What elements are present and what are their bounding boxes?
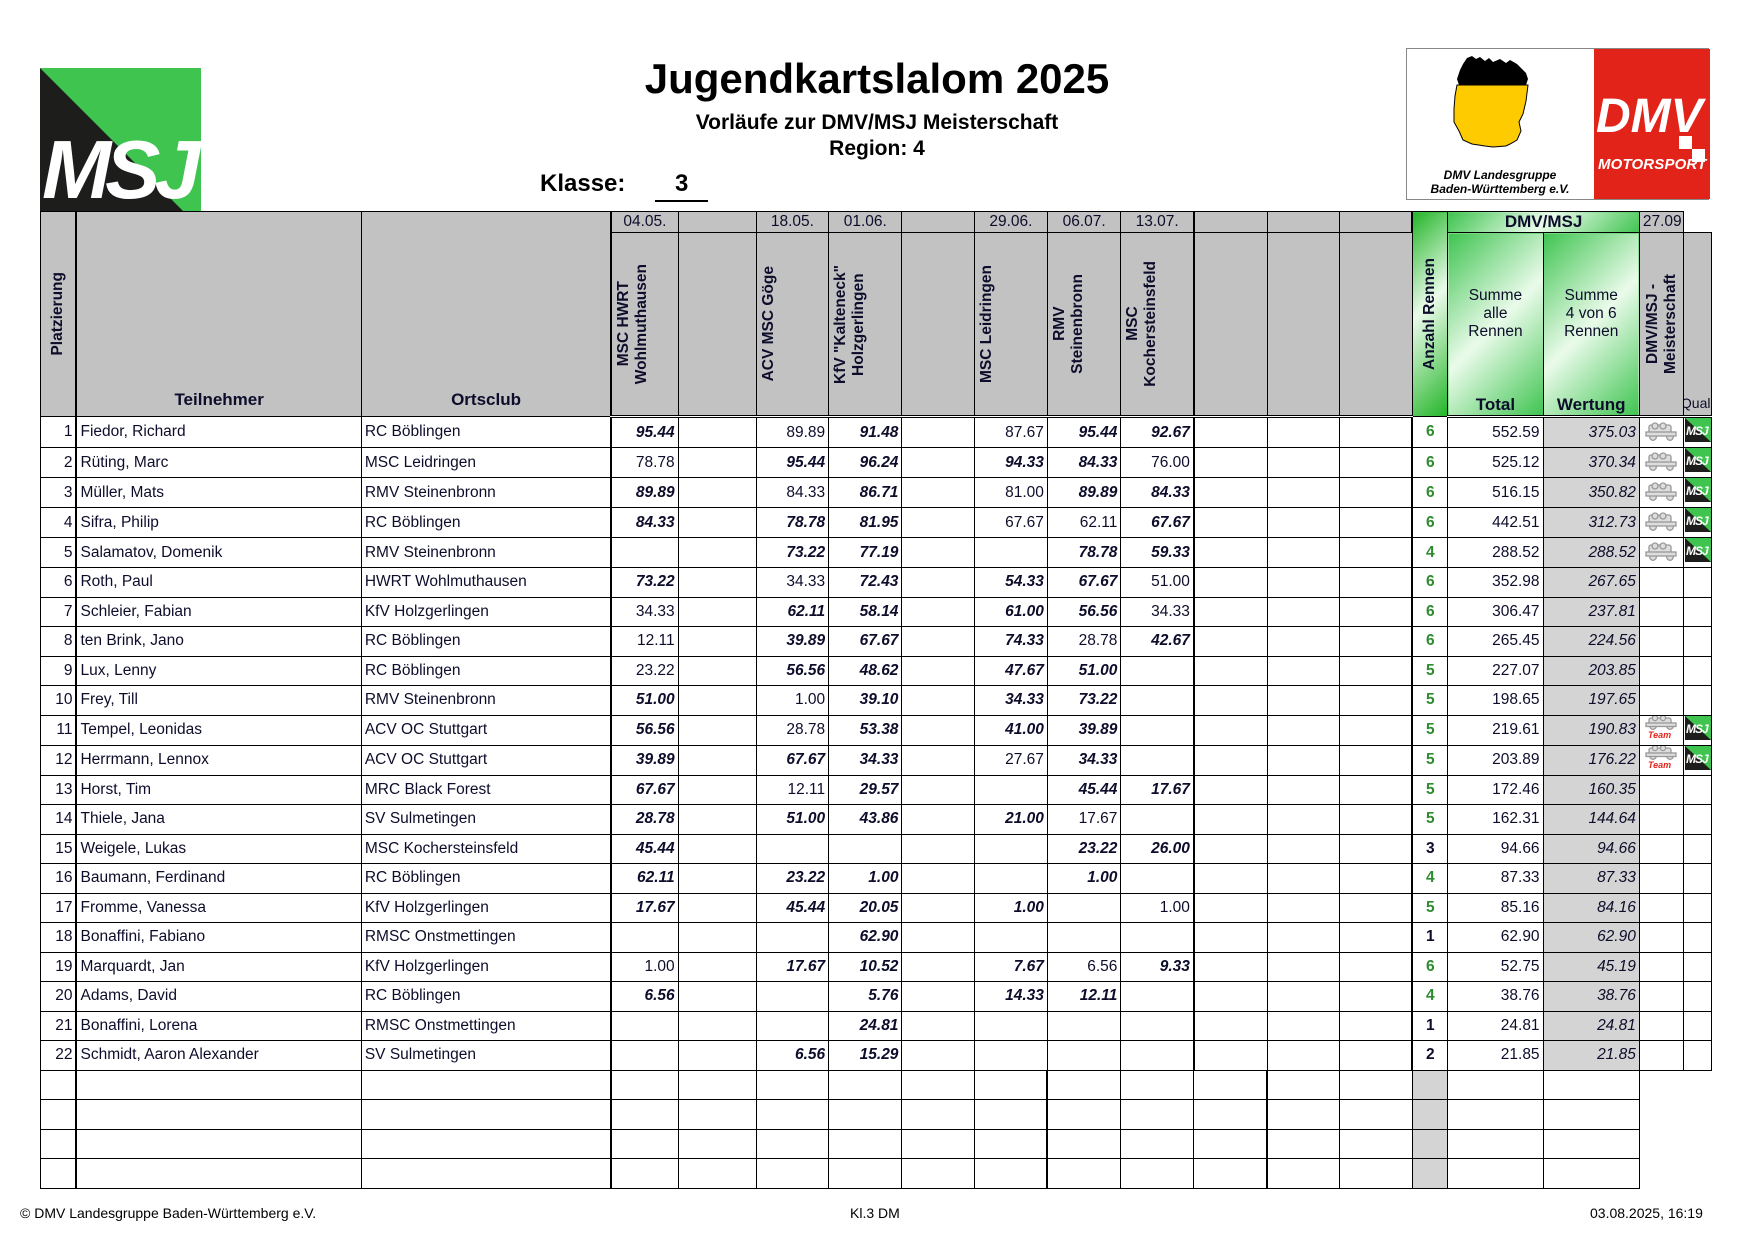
svg-text:MSJ: MSJ xyxy=(1686,722,1709,736)
svg-text:MOTORSPORT: MOTORSPORT xyxy=(1598,156,1708,173)
svg-text:MSJ: MSJ xyxy=(1686,544,1709,558)
svg-text:MSJ: MSJ xyxy=(1686,484,1709,498)
svg-text:MSJ: MSJ xyxy=(1686,514,1709,528)
svg-text:DMV Landesgruppe: DMV Landesgruppe xyxy=(1444,168,1557,182)
svg-text:MSJ: MSJ xyxy=(1686,454,1709,468)
svg-text:DMV: DMV xyxy=(1596,90,1707,143)
svg-text:MSJ: MSJ xyxy=(1686,424,1709,438)
svg-text:Team: Team xyxy=(1648,730,1671,740)
svg-text:MSJ: MSJ xyxy=(1686,752,1709,766)
svg-text:Baden-Württemberg e.V.: Baden-Württemberg e.V. xyxy=(1431,182,1570,196)
svg-text:Team: Team xyxy=(1648,760,1671,770)
